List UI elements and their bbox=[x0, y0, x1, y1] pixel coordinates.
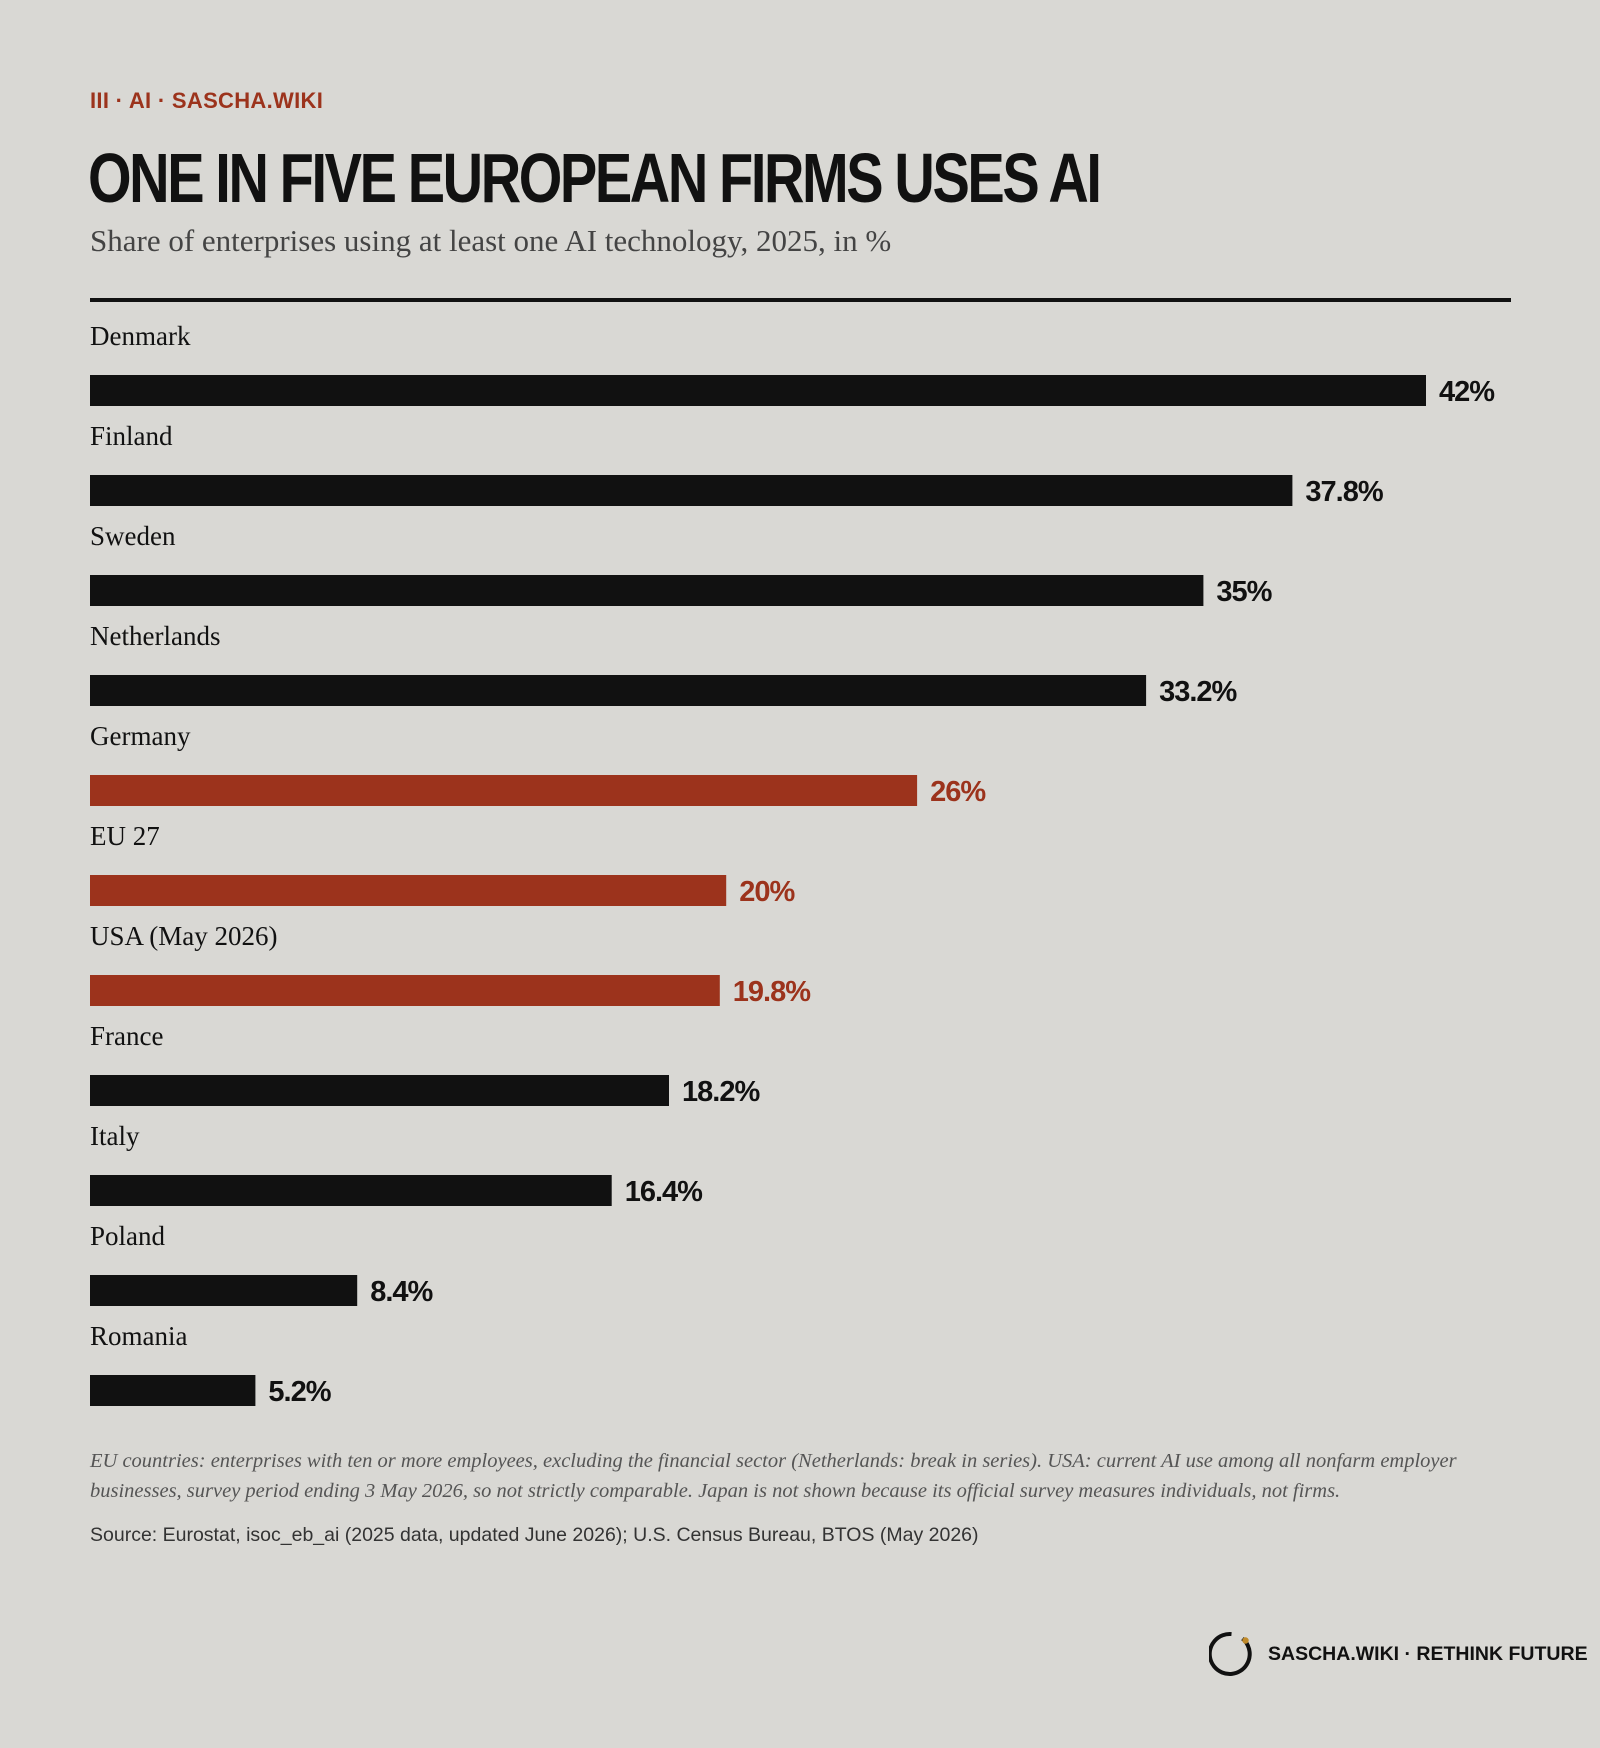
value-label: 26% bbox=[930, 776, 986, 808]
bar bbox=[90, 475, 1293, 506]
category-label: EU 27 bbox=[90, 821, 160, 851]
category-label: France bbox=[90, 1021, 163, 1051]
value-label: 5.2% bbox=[268, 1376, 331, 1408]
category-label: Germany bbox=[90, 721, 191, 751]
value-label: 35% bbox=[1216, 576, 1272, 608]
logo-ring bbox=[1209, 1632, 1252, 1676]
category-label: USA (May 2026) bbox=[90, 921, 278, 951]
brand-text: SASCHA.WIKI · RETHINK FUTURE bbox=[1268, 1642, 1588, 1665]
bar bbox=[90, 575, 1204, 606]
category-label: Italy bbox=[90, 1121, 140, 1151]
brand: SASCHA.WIKI · RETHINK FUTURE bbox=[1209, 1630, 1588, 1678]
ring-logo-icon bbox=[1209, 1632, 1252, 1676]
value-label: 33.2% bbox=[1159, 676, 1237, 708]
value-label: 20% bbox=[739, 876, 795, 908]
bar bbox=[90, 975, 720, 1006]
bar bbox=[90, 1075, 669, 1106]
value-label: 16.4% bbox=[625, 1176, 703, 1208]
bar-chart: Denmark 42% Finland 37.8% Sweden 35% Netherlan… bbox=[90, 321, 1496, 1408]
value-label: 19.8% bbox=[733, 976, 811, 1008]
value-label: 8.4% bbox=[370, 1276, 433, 1308]
header-rule bbox=[90, 298, 1511, 302]
bar bbox=[90, 675, 1147, 706]
bar bbox=[90, 1275, 358, 1306]
bar bbox=[90, 1375, 256, 1406]
category-label: Finland bbox=[90, 421, 173, 451]
bar bbox=[90, 375, 1426, 406]
value-label: 37.8% bbox=[1305, 476, 1383, 508]
source-note: Source: Eurostat, isoc_eb_ai (2025 data,… bbox=[90, 1524, 979, 1546]
logo-dot bbox=[1242, 1637, 1249, 1644]
value-label: 42% bbox=[1439, 376, 1495, 408]
bar bbox=[90, 875, 727, 906]
value-label: 18.2% bbox=[682, 1076, 760, 1108]
kicker: III · AI · SASCHA.WIKI bbox=[90, 88, 324, 113]
category-label: Sweden bbox=[90, 521, 176, 551]
footnote: EU countries: enterprises with ten or mo… bbox=[90, 1450, 1457, 1502]
bar bbox=[90, 1175, 612, 1206]
category-label: Romania bbox=[90, 1321, 187, 1351]
bar bbox=[90, 775, 918, 806]
category-label: Poland bbox=[90, 1221, 166, 1251]
subtitle: Share of enterprises using at least one … bbox=[90, 223, 892, 258]
page-title: ONE IN FIVE EUROPEAN FIRMS USES AI bbox=[88, 139, 1102, 217]
category-label: Denmark bbox=[90, 321, 191, 351]
category-label: Netherlands bbox=[90, 621, 220, 651]
